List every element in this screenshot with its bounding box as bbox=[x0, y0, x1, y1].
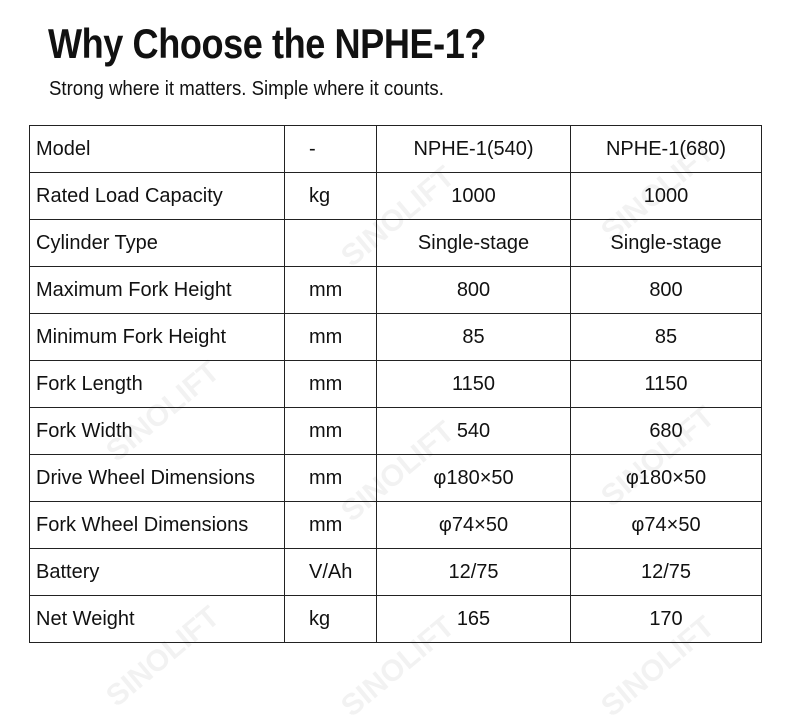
table-cell: Battery bbox=[29, 548, 285, 596]
table-cell: Rated Load Capacity bbox=[29, 172, 285, 220]
table-cell: Single-stage bbox=[570, 219, 762, 267]
table-cell: Net Weight bbox=[29, 595, 285, 643]
page: Why Choose the NPHE-1? Strong where it m… bbox=[29, 20, 762, 724]
table-cell: NPHE-1(680) bbox=[570, 125, 762, 173]
table-cell: mm bbox=[284, 501, 377, 549]
table-row: Drive Wheel Dimensions mm φ180×50 φ180×50 bbox=[29, 454, 762, 502]
table-cell: kg bbox=[284, 595, 377, 643]
table-row: Model - NPHE-1(540) NPHE-1(680) bbox=[29, 125, 762, 173]
table-cell: 85 bbox=[570, 313, 762, 361]
table-cell: Fork Length bbox=[29, 360, 285, 408]
table-cell: 1000 bbox=[376, 172, 571, 220]
table-cell: 1000 bbox=[570, 172, 762, 220]
table-cell bbox=[284, 219, 377, 267]
table-cell: mm bbox=[284, 360, 377, 408]
table-cell: 1150 bbox=[376, 360, 571, 408]
table-cell: 85 bbox=[376, 313, 571, 361]
table-cell: mm bbox=[284, 266, 377, 314]
table-cell: 800 bbox=[376, 266, 571, 314]
table-row: Fork Length mm 1150 1150 bbox=[29, 360, 762, 408]
table-row: Cylinder Type Single-stage Single-stage bbox=[29, 219, 762, 267]
table-cell: - bbox=[284, 125, 377, 173]
table-cell: Fork Width bbox=[29, 407, 285, 455]
table-cell: mm bbox=[284, 313, 377, 361]
table-cell: φ180×50 bbox=[376, 454, 571, 502]
table-cell: Fork Wheel Dimensions bbox=[29, 501, 285, 549]
table-cell: 165 bbox=[376, 595, 571, 643]
table-row: Fork Wheel Dimensions mm φ74×50 φ74×50 bbox=[29, 501, 762, 549]
table-cell: φ180×50 bbox=[570, 454, 762, 502]
table-cell: mm bbox=[284, 454, 377, 502]
table-cell: 540 bbox=[376, 407, 571, 455]
table-cell: Drive Wheel Dimensions bbox=[29, 454, 285, 502]
table-cell: Maximum Fork Height bbox=[29, 266, 285, 314]
table-cell: mm bbox=[284, 407, 377, 455]
table-cell: 12/75 bbox=[376, 548, 571, 596]
table-row: Battery V/Ah 12/75 12/75 bbox=[29, 548, 762, 596]
page-subtitle: Strong where it matters. Simple where it… bbox=[49, 78, 444, 100]
table-cell: φ74×50 bbox=[570, 501, 762, 549]
table-cell: 12/75 bbox=[570, 548, 762, 596]
spec-table: Model - NPHE-1(540) NPHE-1(680) Rated Load C… bbox=[29, 125, 762, 643]
table-cell: Cylinder Type bbox=[29, 219, 285, 267]
table-cell: 680 bbox=[570, 407, 762, 455]
table-cell: φ74×50 bbox=[376, 501, 571, 549]
table-cell: Minimum Fork Height bbox=[29, 313, 285, 361]
table-row: Rated Load Capacity kg 1000 1000 bbox=[29, 172, 762, 220]
table-cell: 800 bbox=[570, 266, 762, 314]
table-cell: 170 bbox=[570, 595, 762, 643]
table-row: Minimum Fork Height mm 85 85 bbox=[29, 313, 762, 361]
table-row: Fork Width mm 540 680 bbox=[29, 407, 762, 455]
table-cell: Single-stage bbox=[376, 219, 571, 267]
page-title: Why Choose the NPHE-1? bbox=[48, 20, 487, 67]
table-row: Maximum Fork Height mm 800 800 bbox=[29, 266, 762, 314]
table-row: Net Weight kg 165 170 bbox=[29, 595, 762, 643]
table-cell: 1150 bbox=[570, 360, 762, 408]
table-cell: kg bbox=[284, 172, 377, 220]
table-cell: V/Ah bbox=[284, 548, 377, 596]
table-cell: Model bbox=[29, 125, 285, 173]
table-cell: NPHE-1(540) bbox=[376, 125, 571, 173]
